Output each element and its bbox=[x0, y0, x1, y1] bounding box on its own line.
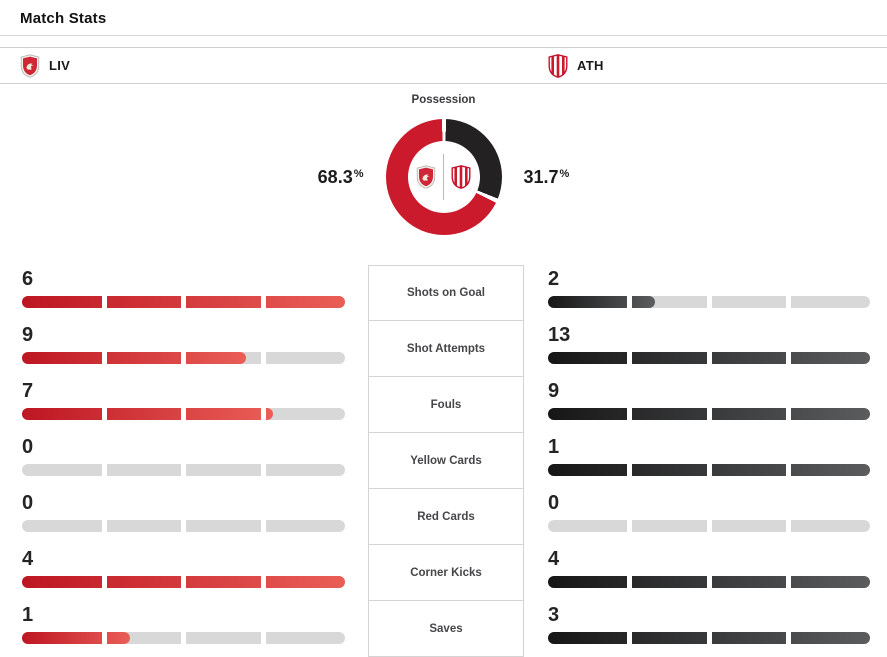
match-stats-header: Match Stats bbox=[0, 0, 887, 36]
away-stat-value: 4 bbox=[548, 548, 560, 570]
away-possession-pct: 31.7% bbox=[524, 167, 616, 188]
home-stat-bar bbox=[22, 632, 345, 644]
home-stat-value: 6 bbox=[22, 268, 34, 290]
home-stat-bar bbox=[22, 576, 345, 588]
away-stat-bar-fill bbox=[548, 632, 870, 644]
stat-label: Shots on Goal bbox=[368, 265, 524, 321]
home-team[interactable]: LIV bbox=[20, 53, 71, 78]
home-stat-cell: 4 bbox=[0, 545, 368, 601]
stats-table: 6 Shots on Goal 2 9 Shot Attempts 13 7 F… bbox=[0, 265, 887, 657]
possession-donut bbox=[385, 119, 502, 235]
home-stat-cell: 6 bbox=[0, 265, 368, 321]
home-stat-bar-fill bbox=[22, 352, 246, 364]
liverpool-crest-icon bbox=[20, 53, 40, 78]
stat-row-yellow-cards: 0 Yellow Cards 1 bbox=[0, 433, 887, 489]
home-stat-value: 0 bbox=[22, 492, 34, 514]
home-stat-bar-fill bbox=[22, 296, 345, 308]
away-stat-value: 1 bbox=[548, 436, 560, 458]
away-stat-bar bbox=[548, 408, 870, 420]
away-stat-cell: 4 bbox=[524, 545, 887, 601]
home-team-abbr: LIV bbox=[49, 58, 71, 73]
away-possession-pct-symbol: % bbox=[559, 167, 570, 180]
away-team-abbr: ATH bbox=[577, 58, 604, 73]
home-stat-bar bbox=[22, 352, 345, 364]
stat-label: Red Cards bbox=[368, 489, 524, 545]
home-stat-cell: 9 bbox=[0, 321, 368, 377]
away-possession-value: 31.7 bbox=[523, 166, 559, 187]
home-stat-value: 0 bbox=[22, 436, 34, 458]
possession-label: Possession bbox=[411, 94, 476, 106]
away-stat-bar bbox=[548, 632, 870, 644]
away-stat-cell: 1 bbox=[524, 433, 887, 489]
away-stat-cell: 0 bbox=[524, 489, 887, 545]
possession-donut-center bbox=[386, 119, 502, 235]
away-stat-value: 3 bbox=[548, 604, 560, 626]
home-stat-cell: 7 bbox=[0, 377, 368, 433]
home-stat-bar-fill bbox=[22, 632, 130, 644]
stat-row-corner-kicks: 4 Corner Kicks 4 bbox=[0, 545, 887, 601]
home-stat-bar bbox=[22, 520, 345, 532]
home-stat-bar bbox=[22, 296, 345, 308]
away-stat-cell: 3 bbox=[524, 601, 887, 657]
possession-chart: 68.3% bbox=[0, 119, 887, 235]
away-stat-bar-fill bbox=[548, 464, 870, 476]
away-stat-value: 9 bbox=[548, 380, 560, 402]
home-stat-bar-fill bbox=[22, 576, 345, 588]
away-stat-value: 0 bbox=[548, 492, 560, 514]
liverpool-crest-icon bbox=[416, 165, 436, 189]
away-stat-cell: 13 bbox=[524, 321, 887, 377]
stat-row-shot-attempts: 9 Shot Attempts 13 bbox=[0, 321, 887, 377]
home-stat-value: 7 bbox=[22, 380, 34, 402]
stat-row-saves: 1 Saves 3 bbox=[0, 601, 887, 657]
stat-label: Yellow Cards bbox=[368, 433, 524, 489]
away-stat-bar bbox=[548, 464, 870, 476]
stat-label: Saves bbox=[368, 601, 524, 657]
home-possession-pct-symbol: % bbox=[353, 167, 364, 180]
home-possession-pct: 68.3% bbox=[272, 167, 364, 188]
stat-label: Shot Attempts bbox=[368, 321, 524, 377]
away-stat-value: 2 bbox=[548, 268, 560, 290]
home-possession-value: 68.3 bbox=[317, 166, 353, 187]
away-stat-bar bbox=[548, 576, 870, 588]
home-stat-bar-fill bbox=[22, 408, 274, 420]
away-stat-value: 13 bbox=[548, 324, 571, 346]
stat-row-shots-on-goal: 6 Shots on Goal 2 bbox=[0, 265, 887, 321]
stat-label: Corner Kicks bbox=[368, 545, 524, 601]
home-stat-cell: 0 bbox=[0, 489, 368, 545]
stat-row-fouls: 7 Fouls 9 bbox=[0, 377, 887, 433]
away-stat-cell: 2 bbox=[524, 265, 887, 321]
home-stat-cell: 0 bbox=[0, 433, 368, 489]
away-stat-bar-fill bbox=[548, 408, 870, 420]
home-stat-bar bbox=[22, 408, 345, 420]
home-stat-value: 1 bbox=[22, 604, 34, 626]
away-stat-bar-fill bbox=[548, 296, 656, 308]
away-stat-cell: 9 bbox=[524, 377, 887, 433]
athletic-crest-icon bbox=[548, 53, 568, 78]
away-stat-bar bbox=[548, 296, 870, 308]
page-title: Match Stats bbox=[20, 10, 107, 27]
home-stat-value: 4 bbox=[22, 548, 34, 570]
donut-center-divider bbox=[443, 154, 444, 200]
home-stat-value: 9 bbox=[22, 324, 34, 346]
stat-row-red-cards: 0 Red Cards 0 bbox=[0, 489, 887, 545]
away-stat-bar bbox=[548, 352, 870, 364]
home-stat-bar bbox=[22, 464, 345, 476]
away-stat-bar bbox=[548, 520, 870, 532]
away-team[interactable]: ATH bbox=[548, 53, 604, 78]
teams-row: LIV ATH bbox=[0, 47, 887, 84]
stat-label: Fouls bbox=[368, 377, 524, 433]
home-stat-cell: 1 bbox=[0, 601, 368, 657]
athletic-crest-icon bbox=[451, 165, 471, 189]
away-stat-bar-fill bbox=[548, 352, 870, 364]
away-stat-bar-fill bbox=[548, 576, 870, 588]
